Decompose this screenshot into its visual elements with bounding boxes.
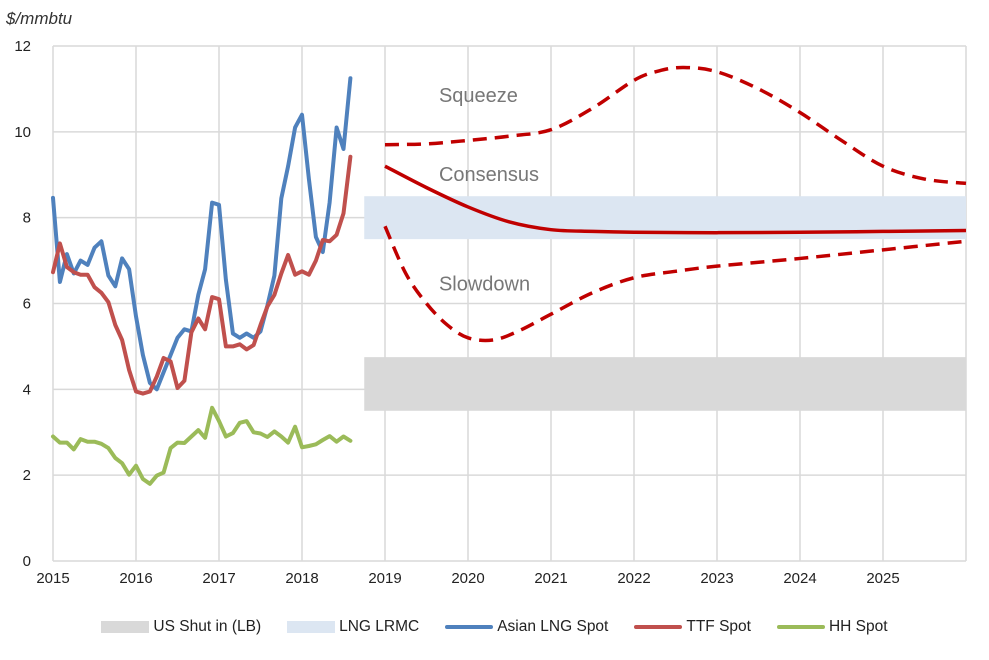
legend-item-lng-lrmc: LNG LRMC xyxy=(287,618,419,636)
series-ttf-spot xyxy=(51,154,353,396)
legend-item-ttf: TTF Spot xyxy=(634,618,751,636)
series-hh-spot xyxy=(51,405,353,486)
x-tick-label: 2019 xyxy=(368,570,401,587)
x-tick-label: 2025 xyxy=(866,570,899,587)
y-tick-label: 10 xyxy=(14,124,31,141)
x-tick-label: 2024 xyxy=(783,570,816,587)
x-tick-label: 2015 xyxy=(36,570,69,587)
annotation-consensus: Consensus xyxy=(439,164,539,186)
y-tick-label: 4 xyxy=(23,381,31,398)
series-lines xyxy=(51,65,967,486)
x-tick-label: 2021 xyxy=(534,570,567,587)
gridlines xyxy=(52,45,967,562)
series-asian-lng-spot xyxy=(51,76,353,392)
legend-swatch xyxy=(776,625,825,629)
x-tick-label: 2018 xyxy=(285,570,318,587)
y-axis-label: $/mmbtu xyxy=(5,9,73,28)
y-tick-label: 6 xyxy=(23,296,31,313)
y-tick-label: 12 xyxy=(14,38,31,55)
legend-label: Asian LNG Spot xyxy=(497,618,609,635)
legend-label: US Shut in (LB) xyxy=(153,618,262,635)
x-tick-label: 2023 xyxy=(700,570,733,587)
y-tick-label: 0 xyxy=(23,553,31,570)
tick-labels: 0 2 4 6 8 10 12 2015 2016 2017 2018 2019 2020 2021 202… xyxy=(14,38,899,587)
annotation-squeeze: Squeeze xyxy=(439,85,518,107)
x-tick-label: 2020 xyxy=(451,570,484,587)
scenario-consensus xyxy=(384,164,967,235)
x-tick-label: 2016 xyxy=(119,570,152,587)
annotation-slowdown: Slowdown xyxy=(439,274,530,296)
legend-item-hh: HH Spot xyxy=(776,618,888,636)
scenario-squeeze xyxy=(384,65,967,186)
x-tick-label: 2022 xyxy=(617,570,650,587)
legend-swatch xyxy=(445,625,494,629)
line-chart: 0 2 4 6 8 10 12 2015 2016 2017 2018 2019 2020 2021 202… xyxy=(5,9,967,587)
band-us-shut-in-lb- xyxy=(364,357,966,411)
legend-label: TTF Spot xyxy=(686,618,751,635)
legend-item-us-shut-in: US Shut in (LB) xyxy=(101,618,261,636)
legend-swatch xyxy=(101,621,150,633)
legend-item-asian-lng: Asian LNG Spot xyxy=(445,618,608,636)
scenario-slowdown xyxy=(383,225,967,343)
legend-label: LNG LRMC xyxy=(339,618,420,635)
legend-label: HH Spot xyxy=(828,618,888,635)
annotations: Squeeze Consensus Slowdown xyxy=(439,85,539,296)
legend-swatch xyxy=(634,625,683,629)
legend: US Shut in (LB) LNG LRMC Asian LNG Spot … xyxy=(0,618,989,636)
x-tick-label: 2017 xyxy=(202,570,235,587)
legend-swatch xyxy=(287,621,336,633)
y-tick-label: 2 xyxy=(23,467,31,484)
y-tick-label: 8 xyxy=(23,210,31,227)
